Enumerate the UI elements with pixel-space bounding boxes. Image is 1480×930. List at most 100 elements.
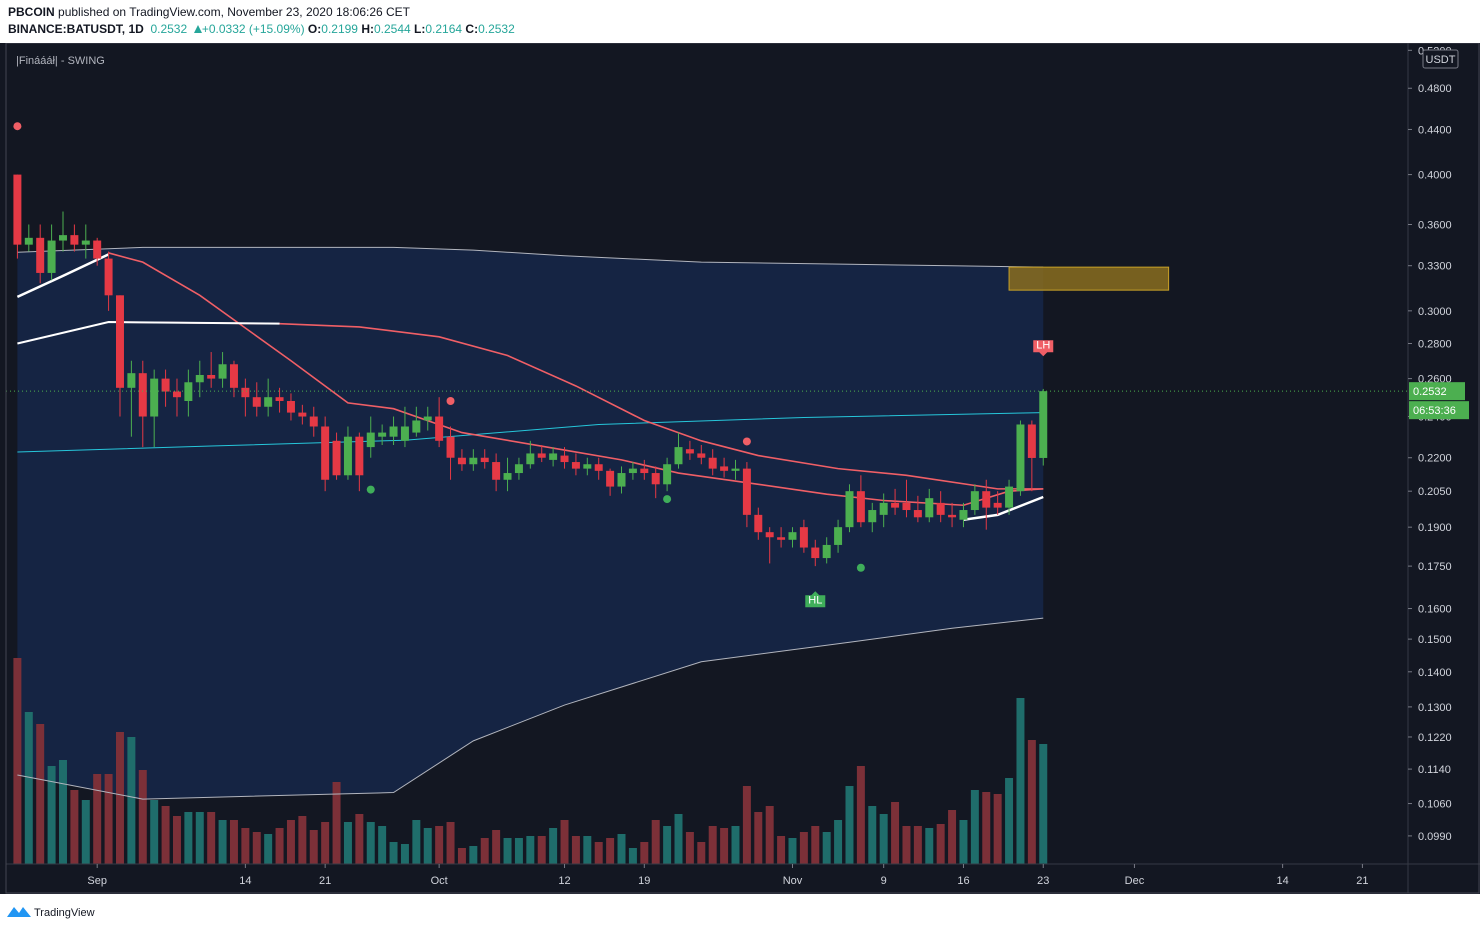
y-tick-label: 0.3000: [1418, 306, 1452, 318]
indicator-title: |Fináááł| - SWING: [16, 55, 105, 67]
volume-bar: [457, 848, 466, 864]
volume-bar: [378, 826, 387, 864]
candle-body: [207, 374, 216, 379]
candle-body: [651, 473, 660, 485]
candle-body: [47, 240, 56, 273]
volume-bar: [321, 822, 330, 864]
x-tick-label: 21: [319, 875, 331, 887]
candle-body: [822, 544, 831, 559]
volume-bar: [343, 822, 352, 864]
candle-body: [298, 412, 307, 417]
volume-layer: [13, 658, 1048, 864]
volume-bar: [1005, 778, 1014, 864]
y-tick-label: 0.2200: [1418, 453, 1452, 465]
volume-bar: [446, 822, 455, 864]
y-tick-label: 0.3300: [1418, 261, 1452, 273]
x-tick-label: 9: [881, 875, 887, 887]
ohlc-value: 0.2532: [478, 22, 515, 36]
volume-bar: [172, 816, 181, 864]
swing-tag-label: LH: [1036, 340, 1050, 352]
publisher: PBCOIN: [8, 5, 55, 19]
currency: USDT: [1426, 54, 1456, 66]
candle-body: [891, 502, 900, 508]
volume-bar: [161, 806, 170, 864]
volume-bar: [765, 806, 774, 864]
volume-bar: [195, 812, 204, 864]
volume-bar: [70, 790, 79, 864]
x-tick-label: Oct: [431, 875, 448, 887]
volume-bar: [685, 832, 694, 864]
volume-bar: [184, 812, 193, 864]
volume-bar: [720, 828, 729, 864]
indicator-line: [17, 412, 1044, 453]
ohlc-value: 0.2164: [425, 22, 463, 36]
swing-tag-label: HL: [808, 595, 822, 607]
candle-body: [184, 382, 193, 401]
ohlc-label: O:: [307, 22, 322, 36]
volume-bar: [822, 832, 831, 864]
ohlc-label: C:: [465, 22, 479, 36]
candle-body: [480, 457, 489, 463]
countdown-box: [1409, 401, 1469, 420]
volume-bar: [24, 712, 33, 864]
candle-body: [469, 457, 478, 465]
y-tick-label: 0.2800: [1418, 339, 1452, 351]
candle-body: [36, 237, 45, 273]
currency-box: [1422, 49, 1459, 69]
y-tick-label: 0.1400: [1418, 667, 1452, 679]
candle-body: [959, 510, 968, 520]
candle-body: [514, 464, 523, 474]
candle-body: [172, 391, 181, 398]
volume-bar: [526, 836, 535, 864]
candle-body: [708, 457, 717, 469]
volume-bar: [93, 774, 102, 864]
candle-body: [93, 240, 102, 259]
candle-body: [366, 432, 375, 448]
volume-bar: [936, 824, 945, 864]
volume-bar: [241, 828, 250, 864]
band-layer: [17, 247, 1044, 800]
volume-bar: [834, 820, 843, 864]
volume-bar: [1016, 698, 1025, 864]
candle-body: [389, 426, 398, 437]
candle-body: [856, 491, 865, 523]
volume-bar: [127, 737, 136, 864]
volume-bar: [799, 832, 808, 864]
volume-bar: [811, 826, 820, 864]
x-tick-label: 21: [1356, 875, 1368, 887]
candle-body: [412, 420, 421, 433]
candle-body: [628, 468, 637, 474]
x-tick-label: 14: [1276, 875, 1288, 887]
volume-bar: [469, 846, 478, 864]
candle-body: [663, 464, 672, 485]
ohlc-label: L:: [414, 22, 426, 36]
volume-bar: [492, 830, 501, 864]
y-tick-label: 0.3600: [1418, 219, 1452, 231]
volume-bar: [845, 786, 854, 864]
volume-bar: [13, 658, 22, 864]
volume-bar: [948, 810, 957, 864]
last-price-label: 0.2532: [1413, 386, 1447, 398]
candle-body: [913, 510, 922, 518]
volume-bar: [400, 844, 409, 864]
candle-body: [252, 397, 261, 407]
marker-layer: LH HL: [6, 122, 1408, 608]
volume-bar: [697, 842, 706, 864]
candle-body: [845, 491, 854, 528]
volume-bar: [286, 820, 295, 864]
last-price-box: [1409, 382, 1465, 401]
candle-body: [526, 453, 535, 465]
volume-bar: [423, 828, 432, 864]
volume-bar: [1039, 744, 1048, 864]
candle-body: [537, 453, 546, 458]
y-tick-label: 0.1300: [1418, 702, 1452, 714]
volume-bar: [606, 838, 615, 864]
volume-bar: [138, 770, 147, 864]
volume-bar: [514, 838, 523, 864]
volume-bar: [480, 838, 489, 864]
candle-body: [936, 502, 945, 515]
swing-dot: [13, 122, 22, 131]
candle-body: [355, 436, 364, 476]
candle-body: [275, 397, 284, 401]
